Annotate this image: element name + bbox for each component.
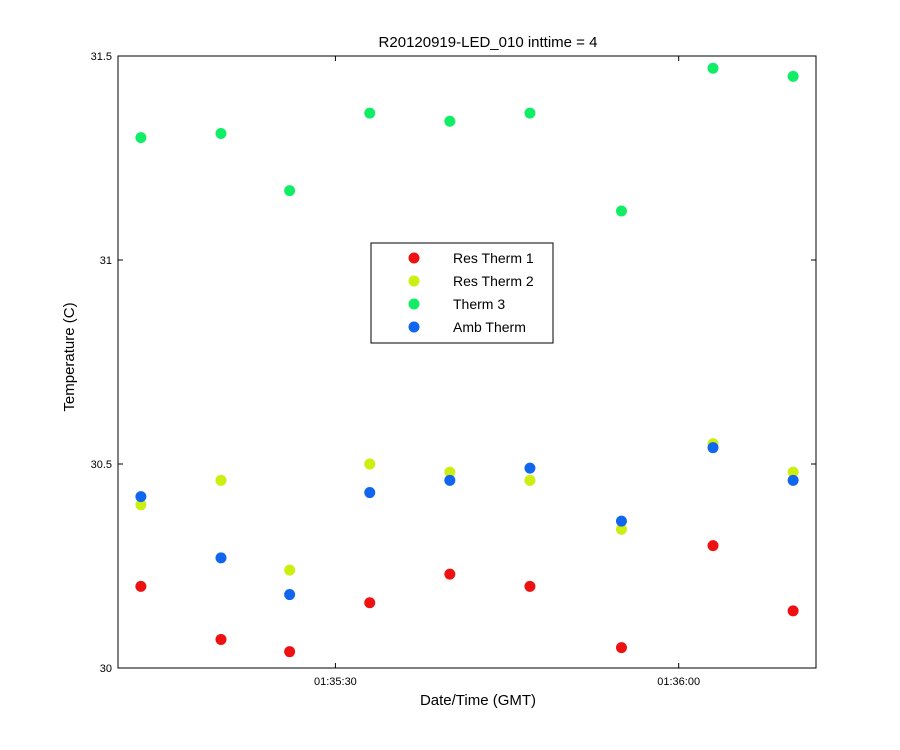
legend-marker: [408, 275, 420, 287]
data-point: [215, 633, 227, 645]
y-tick-label: 31.5: [91, 51, 112, 63]
x-axis-ticks: 01:35:30 01:36:00: [314, 56, 700, 688]
y-axis-label: Temperature (C): [61, 302, 78, 411]
legend-marker: [408, 298, 420, 310]
data-point: [524, 462, 536, 474]
data-point: [284, 589, 296, 601]
data-point: [787, 474, 799, 486]
data-point: [215, 128, 227, 140]
data-point: [787, 466, 799, 478]
legend-label: Res Therm 1: [453, 250, 534, 266]
data-point: [615, 205, 627, 217]
data-points: [135, 62, 799, 658]
data-point: [787, 605, 799, 617]
data-point: [707, 62, 719, 74]
data-point: [284, 564, 296, 576]
y-tick-label: 30: [100, 663, 112, 675]
legend-label: Amb Therm: [453, 319, 526, 335]
data-point: [284, 646, 296, 658]
data-point: [364, 107, 376, 119]
y-tick-label: 31: [100, 255, 112, 267]
data-point: [364, 487, 376, 499]
chart-title: R20120919-LED_010 inttime = 4: [379, 34, 598, 51]
plot-frame: [117, 55, 817, 669]
data-point: [135, 499, 147, 511]
data-point: [444, 568, 456, 580]
legend-marker: [408, 252, 420, 264]
legend-marker: [408, 321, 420, 333]
data-point: [444, 474, 456, 486]
data-point: [524, 580, 536, 592]
data-point: [135, 580, 147, 592]
data-point: [707, 442, 719, 454]
data-point: [364, 597, 376, 609]
x-axis-label: Date/Time (GMT): [420, 692, 536, 709]
data-point: [615, 515, 627, 527]
data-point: [135, 132, 147, 144]
legend: Res Therm 1 Res Therm 2 Therm 3 Amb Therm: [370, 242, 554, 344]
data-point: [524, 474, 536, 486]
y-axis-ticks: 30 30.5 31 31.5: [91, 51, 816, 675]
y-tick-label: 30.5: [91, 459, 112, 471]
data-point: [364, 458, 376, 470]
data-point: [215, 474, 227, 486]
legend-label: Therm 3: [453, 296, 505, 312]
data-point: [444, 115, 456, 127]
data-point: [615, 523, 627, 535]
data-point: [284, 185, 296, 197]
data-point: [215, 552, 227, 564]
data-point: [615, 642, 627, 654]
data-point: [444, 466, 456, 478]
x-tick-label: 01:36:00: [657, 676, 700, 688]
data-point: [524, 107, 536, 119]
x-tick-label: 01:35:30: [314, 676, 357, 688]
legend-box: [370, 242, 554, 344]
data-point: [135, 491, 147, 503]
data-point: [787, 70, 799, 82]
data-point: [707, 540, 719, 552]
legend-label: Res Therm 2: [453, 273, 534, 289]
